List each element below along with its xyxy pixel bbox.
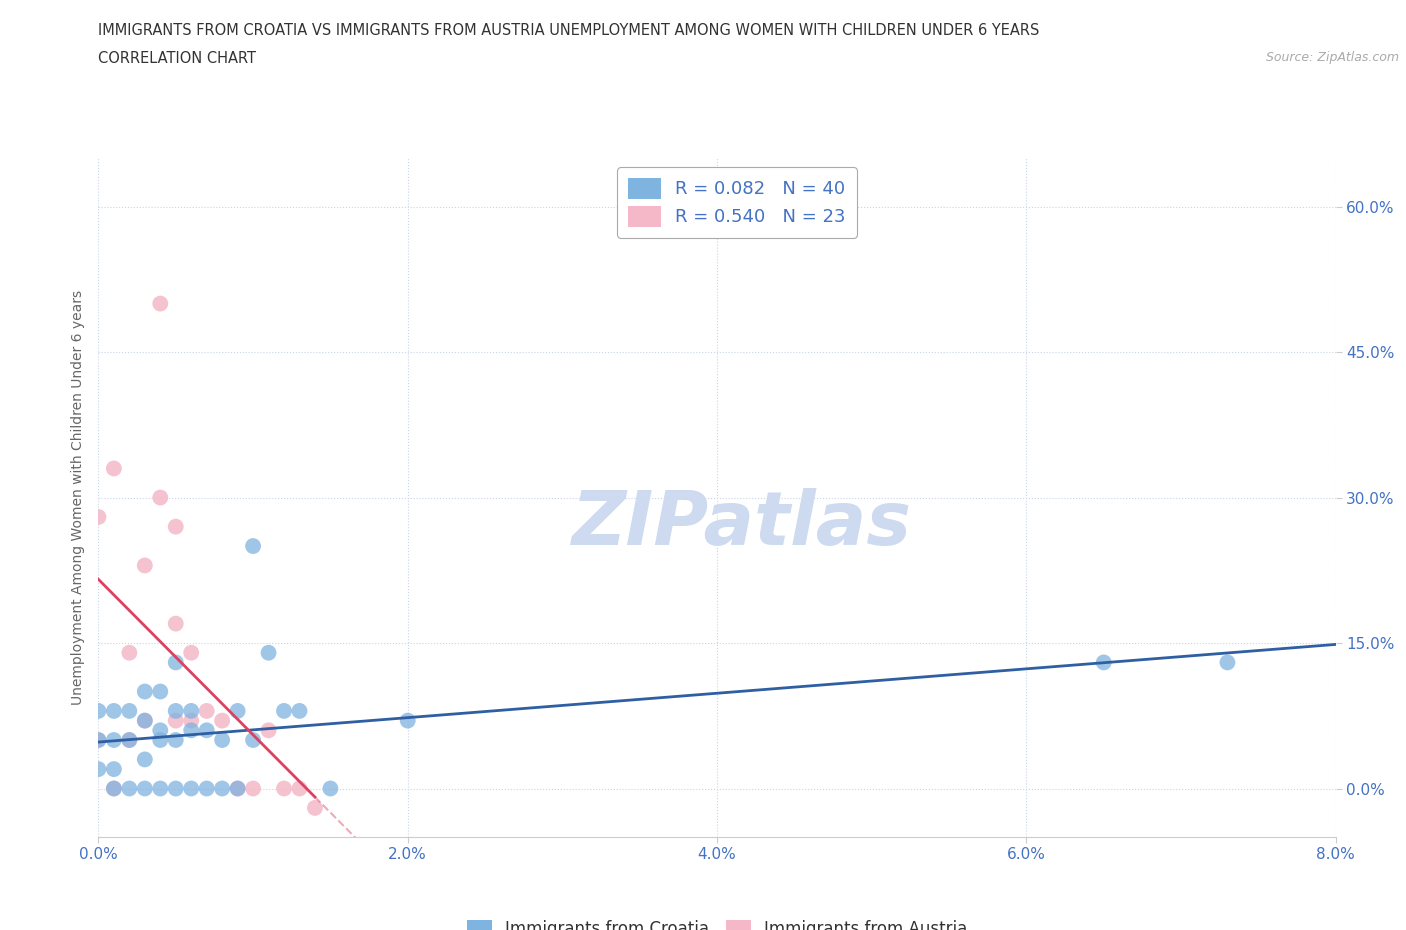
Point [87,762,110,777]
Text: IMMIGRANTS FROM CROATIA VS IMMIGRANTS FROM AUSTRIA UNEMPLOYMENT AMONG WOMEN WITH: IMMIGRANTS FROM CROATIA VS IMMIGRANTS FR… [98,23,1040,38]
Point [149,490,172,505]
Point [319,781,342,796]
Point [87,733,110,748]
Point [149,723,172,737]
Point [134,713,156,728]
Point [165,713,187,728]
Point [118,703,141,718]
Point [165,733,187,748]
Point [165,617,187,631]
Point [257,723,280,737]
Point [180,645,202,660]
Point [226,781,249,796]
Point [211,781,233,796]
Point [149,781,172,796]
Point [149,684,172,699]
Point [195,723,218,737]
Point [149,296,172,311]
Text: Source: ZipAtlas.com: Source: ZipAtlas.com [1265,51,1399,64]
Text: ZIPatlas: ZIPatlas [572,488,912,561]
Point [134,684,156,699]
Point [226,703,249,718]
Point [396,713,419,728]
Point [195,781,218,796]
Point [103,781,125,796]
Point [242,733,264,748]
Point [195,703,218,718]
Point [165,703,187,718]
Point [165,781,187,796]
Point [273,781,295,796]
Point [118,781,141,796]
Legend: Immigrants from Croatia, Immigrants from Austria: Immigrants from Croatia, Immigrants from… [460,913,974,930]
Point [242,538,264,553]
Point [304,801,326,816]
Point [180,781,202,796]
Point [134,781,156,796]
Point [288,703,311,718]
Point [273,703,295,718]
Point [257,645,280,660]
Point [1092,655,1115,670]
Point [288,781,311,796]
Point [103,781,125,796]
Point [165,655,187,670]
Point [180,723,202,737]
Point [180,703,202,718]
Point [134,558,156,573]
Point [1216,655,1239,670]
Point [165,519,187,534]
Point [103,733,125,748]
Point [103,461,125,476]
Point [242,781,264,796]
Point [87,703,110,718]
Point [180,713,202,728]
Point [118,733,141,748]
Point [211,733,233,748]
Text: CORRELATION CHART: CORRELATION CHART [98,51,256,66]
Point [211,713,233,728]
Point [87,733,110,748]
Point [149,733,172,748]
Point [134,713,156,728]
Point [226,781,249,796]
Point [87,510,110,525]
Y-axis label: Unemployment Among Women with Children Under 6 years: Unemployment Among Women with Children U… [70,290,84,705]
Point [118,645,141,660]
Point [134,752,156,767]
Point [103,762,125,777]
Point [103,703,125,718]
Point [118,733,141,748]
